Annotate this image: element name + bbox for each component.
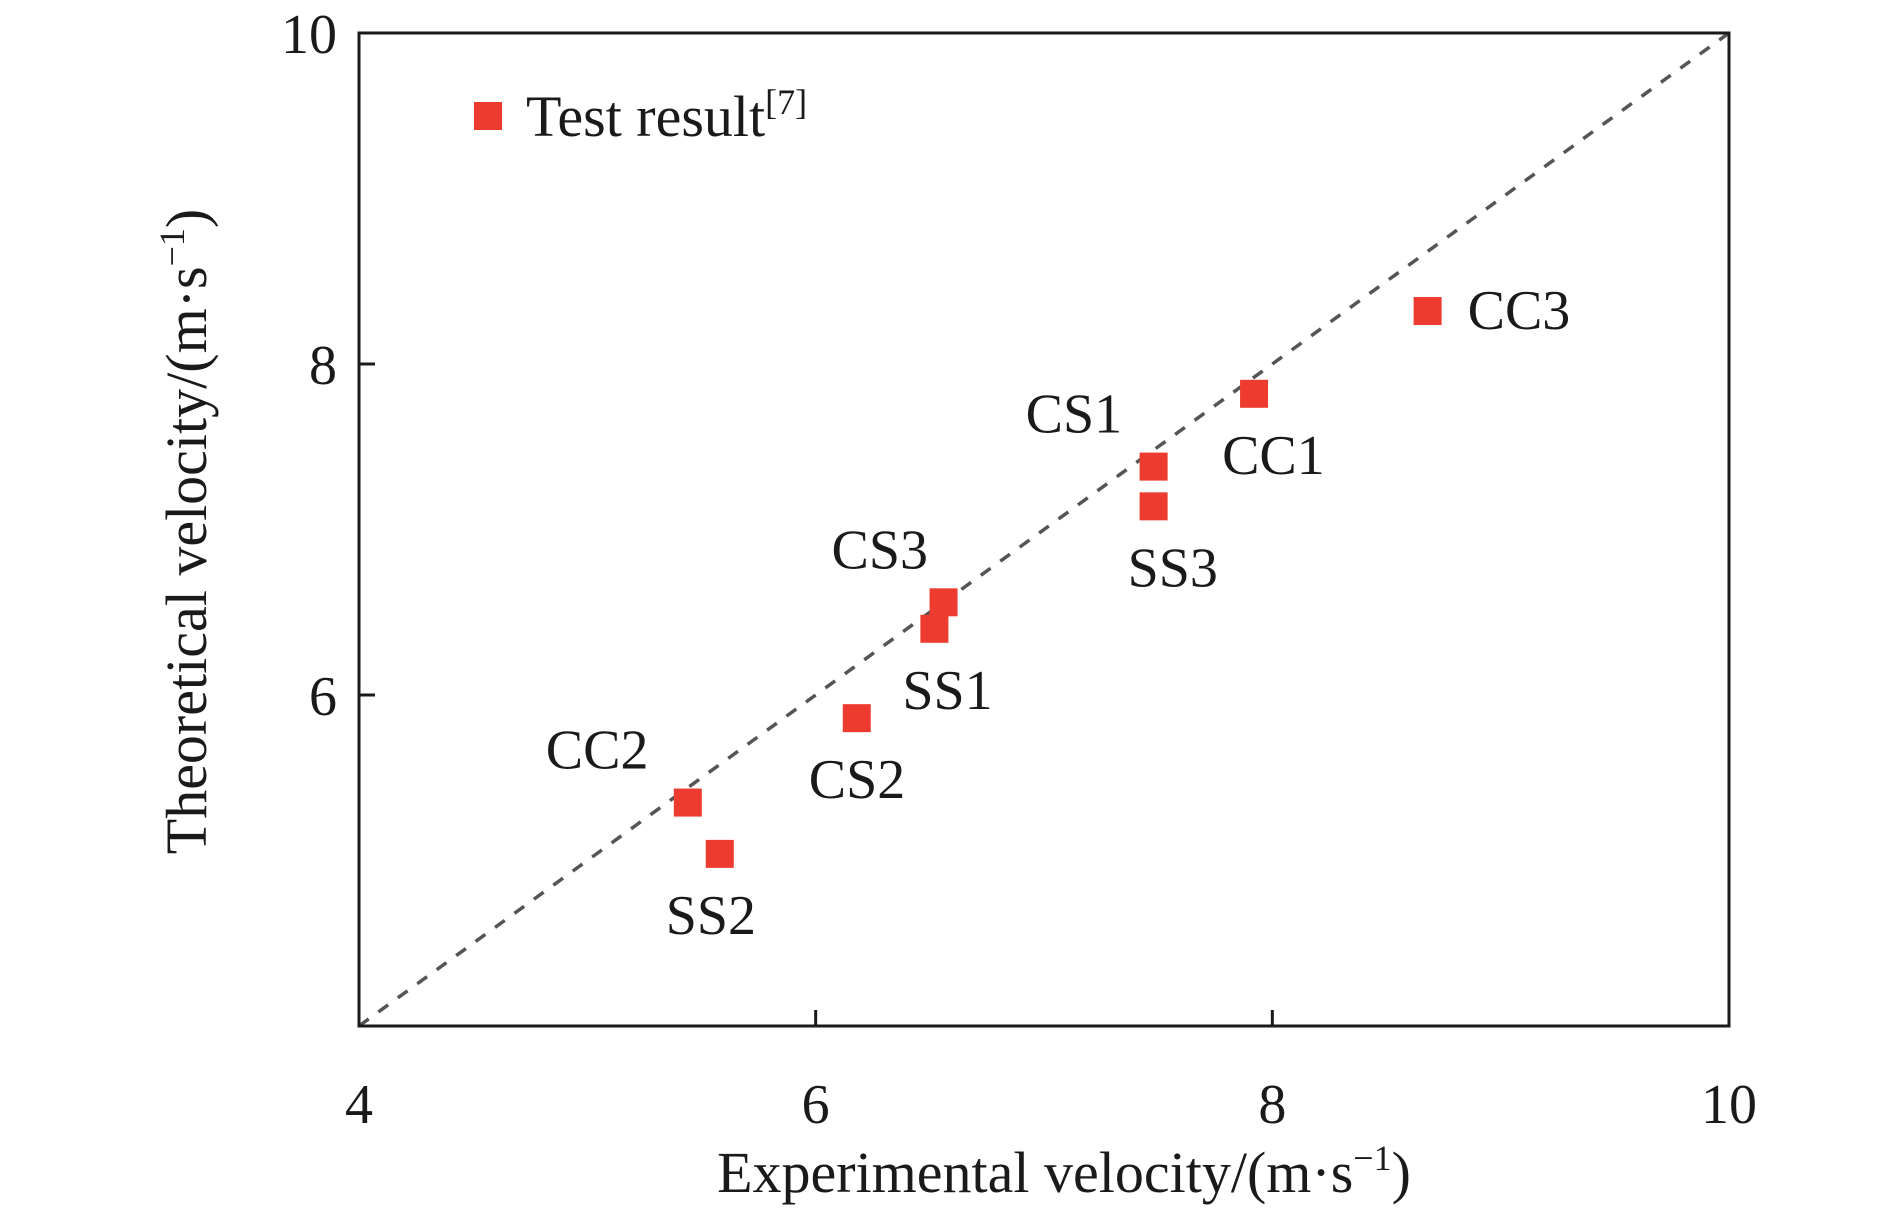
point-SS1 — [920, 614, 949, 643]
point-CS2 — [842, 704, 871, 733]
point-CC2 — [673, 788, 702, 817]
point-CC3 — [1413, 297, 1442, 326]
legend-label: Test result[7] — [526, 82, 807, 149]
x-tick-label-6: 6 — [802, 1074, 830, 1136]
reference-line — [357, 31, 1731, 1028]
y-axis-title: Theoretical velocity/(m·s−1) — [152, 209, 219, 854]
point-label-CS2: CS2 — [809, 749, 906, 811]
point-label-CS1: CS1 — [1026, 384, 1123, 446]
point-label-CS3: CS3 — [832, 519, 929, 581]
point-label-CC2: CC2 — [546, 720, 649, 782]
y-tick-label-8: 8 — [309, 335, 337, 397]
x-tick-label-8: 8 — [1258, 1074, 1286, 1136]
point-SS3 — [1139, 492, 1168, 521]
x-axis-title: Experimental velocity/(m·s−1) — [717, 1138, 1411, 1205]
legend-marker — [474, 102, 502, 130]
legend: Test result[7] — [474, 82, 807, 149]
x-tick-label-10: 10 — [1701, 1074, 1757, 1136]
plot-frame — [357, 31, 1731, 1028]
point-label-SS1: SS1 — [902, 660, 992, 722]
y-tick-label-6: 6 — [309, 666, 337, 728]
y-tick-label-10: 10 — [281, 4, 337, 66]
point-label-SS2: SS2 — [666, 885, 756, 947]
point-SS2 — [705, 839, 734, 868]
point-CS3 — [929, 588, 958, 617]
point-CC1 — [1240, 379, 1269, 408]
point-label-SS3: SS3 — [1128, 537, 1218, 599]
x-tick-label-4: 4 — [345, 1074, 373, 1136]
plot-area: 4 6 8 10 6 8 10 CC3 CC1 CS1 SS3 CS3 SS1 CS2 CC2 SS2 — [281, 4, 1757, 1136]
point-label-CC3: CC3 — [1468, 280, 1571, 342]
point-label-CC1: CC1 — [1222, 425, 1325, 487]
point-CS1 — [1139, 452, 1168, 481]
